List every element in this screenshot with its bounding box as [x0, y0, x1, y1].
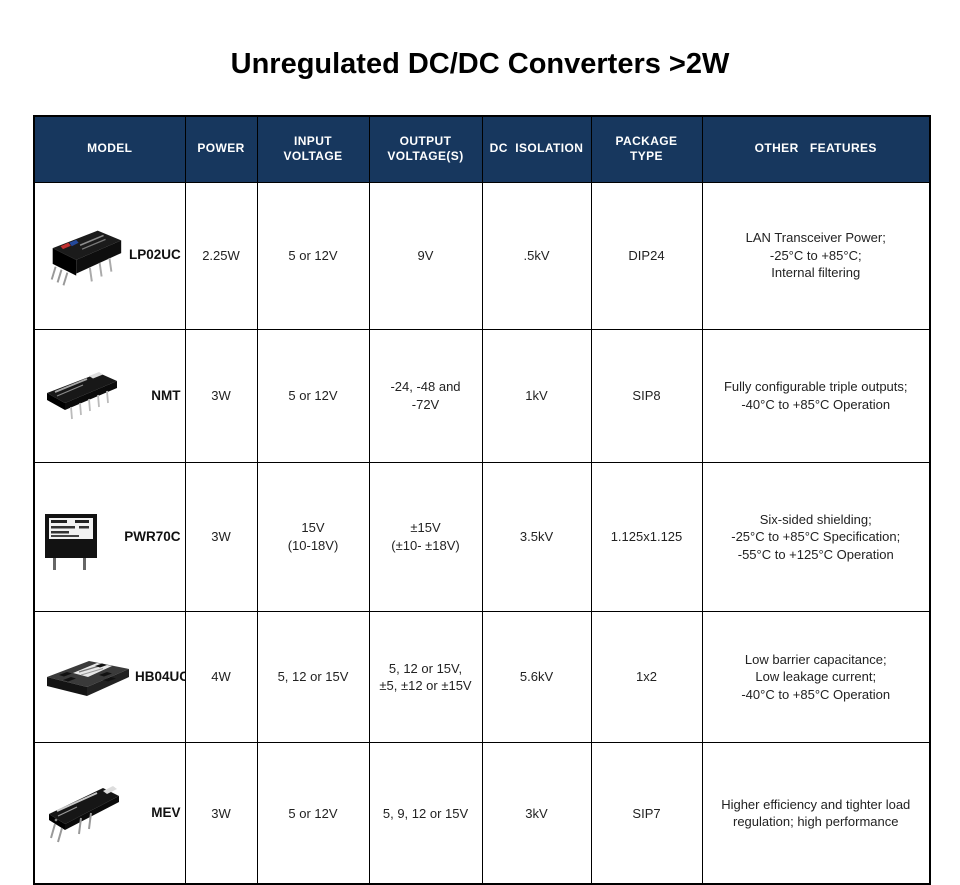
cell-dc-isolation: 5.6kV: [481, 611, 592, 744]
table-row-pwr70c: PWR70C 3W 15V (10-18V) ±15V (±10- ±18V) …: [33, 461, 931, 613]
low-profile-converter-module-image: [47, 661, 129, 697]
cell-model: HB04UC: [33, 611, 186, 744]
cell-output-voltages: 9V: [368, 181, 483, 330]
converters-table: MODEL POWER INPUT VOLTAGE OUTPUT VOLTAGE…: [33, 115, 931, 885]
cell-power: 3W: [184, 328, 258, 463]
cell-model: LP02UC: [33, 181, 186, 330]
cell-package-type: 1.125x1.125: [590, 461, 703, 613]
model-name: HB04UC: [135, 669, 185, 685]
cell-dc-isolation: 3.5kV: [481, 461, 592, 613]
col-header-dc-isolation: DC ISOLATION: [481, 115, 592, 183]
col-header-model: MODEL: [33, 115, 186, 183]
cell-other-features: Six-sided shielding; -25°C to +85°C Spec…: [701, 461, 931, 613]
cell-dc-isolation: 1kV: [481, 328, 592, 463]
col-header-package-type: PACKAGE TYPE: [590, 115, 703, 183]
cell-package-type: DIP24: [590, 181, 703, 330]
table-header-row: MODEL POWER INPUT VOLTAGE OUTPUT VOLTAGE…: [33, 115, 931, 183]
cell-power: 2.25W: [184, 181, 258, 330]
cell-other-features: Low barrier capacitance; Low leakage cur…: [701, 611, 931, 744]
cell-dc-isolation: .5kV: [481, 181, 592, 330]
cell-input-voltage: 5 or 12V: [256, 328, 370, 463]
cell-other-features: Higher efficiency and tighter load regul…: [701, 742, 931, 885]
cell-output-voltages: -24, -48 and -72V: [368, 328, 483, 463]
model-name: PWR70C: [124, 528, 181, 544]
cell-package-type: 1x2: [590, 611, 703, 744]
cell-model: NMT: [33, 328, 186, 463]
cell-model: MEV: [33, 742, 186, 885]
model-name: NMT: [151, 387, 181, 403]
table-row-mev: MEV 3W 5 or 12V 5, 9, 12 or 15V 3kV SIP7…: [33, 742, 931, 885]
table-row-lp02uc: LP02UC 2.25W 5 or 12V 9V .5kV DIP24 LAN …: [33, 181, 931, 330]
shielded-converter-module-image: [45, 513, 97, 570]
model-name: LP02UC: [129, 247, 181, 263]
cell-power: 4W: [184, 611, 258, 744]
cell-input-voltage: 5, 12 or 15V: [256, 611, 370, 744]
cell-model: PWR70C: [33, 461, 186, 613]
cell-output-voltages: ±15V (±10- ±18V): [368, 461, 483, 613]
sip7-converter-module-image: [49, 786, 119, 843]
cell-dc-isolation: 3kV: [481, 742, 592, 885]
cell-other-features: Fully configurable triple outputs; -40°C…: [701, 328, 931, 463]
cell-input-voltage: 5 or 12V: [256, 742, 370, 885]
table-row-hb04uc: HB04UC 4W 5, 12 or 15V 5, 12 or 15V, ±5,…: [33, 611, 931, 744]
page-title: Unregulated DC/DC Converters >2W: [230, 48, 730, 80]
cell-package-type: SIP8: [590, 328, 703, 463]
col-header-power: POWER: [184, 115, 258, 183]
col-header-input-voltage: INPUT VOLTAGE: [256, 115, 370, 183]
cell-output-voltages: 5, 12 or 15V, ±5, ±12 or ±15V: [368, 611, 483, 744]
sip8-converter-module-image: [47, 371, 117, 419]
cell-input-voltage: 5 or 12V: [256, 181, 370, 330]
model-name: MEV: [151, 805, 181, 821]
dip24-converter-module-image: [50, 230, 122, 286]
slide-background: Unregulated DC/DC Converters >2W MODEL P…: [33, 48, 931, 885]
cell-package-type: SIP7: [590, 742, 703, 885]
cell-input-voltage: 15V (10-18V): [256, 461, 370, 613]
table-row-nmt: NMT 3W 5 or 12V -24, -48 and -72V 1kV SI…: [33, 328, 931, 463]
cell-power: 3W: [184, 742, 258, 885]
col-header-output-voltages: OUTPUT VOLTAGE(S): [368, 115, 483, 183]
cell-power: 3W: [184, 461, 258, 613]
cell-other-features: LAN Transceiver Power; -25°C to +85°C; I…: [701, 181, 931, 330]
col-header-other-features: OTHER FEATURES: [701, 115, 931, 183]
cell-output-voltages: 5, 9, 12 or 15V: [368, 742, 483, 885]
